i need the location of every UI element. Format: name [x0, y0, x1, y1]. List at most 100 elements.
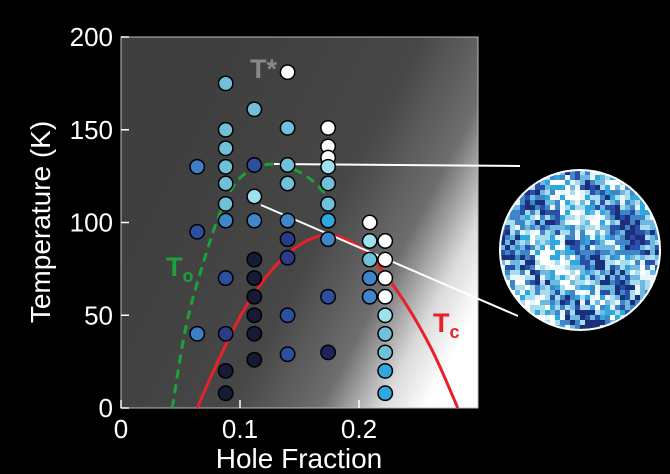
inset-pixel	[515, 215, 520, 220]
y-tick-label: 150	[70, 115, 113, 145]
inset-pixel	[620, 275, 625, 280]
inset-pixel	[510, 210, 515, 215]
inset-pixel	[540, 305, 545, 310]
inset-pixel	[615, 185, 620, 190]
inset-pixel	[560, 195, 565, 200]
inset-pixel	[615, 245, 620, 250]
inset-pixel	[550, 175, 555, 180]
inset-pixel	[540, 170, 545, 175]
inset-pixel	[570, 260, 575, 265]
inset-pixel	[640, 190, 645, 195]
inset-pixel	[545, 180, 550, 185]
inset-pixel	[550, 220, 555, 225]
inset-pixel	[635, 265, 640, 270]
inset-pixel	[655, 200, 660, 205]
inset-pixel	[620, 240, 625, 245]
data-point	[217, 158, 234, 175]
inset-pixel	[560, 280, 565, 285]
inset-pixel	[530, 225, 535, 230]
inset-pixel	[625, 295, 630, 300]
data-point	[377, 307, 394, 324]
inset-pixel	[645, 300, 650, 305]
inset-pixel	[585, 275, 590, 280]
inset-pixel	[610, 205, 615, 210]
inset-pixel	[520, 230, 525, 235]
inset-pixel	[635, 310, 640, 315]
inset-pixel	[545, 185, 550, 190]
inset-pixel	[585, 190, 590, 195]
inset-pixel	[575, 195, 580, 200]
inset-pixel	[575, 230, 580, 235]
inset-pixel	[510, 280, 515, 285]
x-tick-label: 0.1	[222, 414, 258, 444]
inset-pixel	[540, 255, 545, 260]
inset-pixel	[555, 290, 560, 295]
data-point	[361, 233, 378, 249]
inset-pixel	[600, 315, 605, 320]
inset-pixel	[565, 250, 570, 255]
inset-pixel	[560, 245, 565, 250]
inset-pixel	[635, 230, 640, 235]
inset-pixel	[620, 195, 625, 200]
inset-pixel	[505, 255, 510, 260]
inset-pixel	[605, 195, 610, 200]
inset-pixel	[625, 210, 630, 215]
inset-pixel	[520, 325, 525, 330]
inset-pixel	[610, 280, 615, 285]
inset-pixel	[645, 245, 650, 250]
inset-pixel	[620, 320, 625, 325]
inset-pixel	[620, 265, 625, 270]
inset-pixel	[575, 290, 580, 295]
inset-pixel	[615, 240, 620, 245]
inset-pixel	[600, 300, 605, 305]
inset-pixel	[505, 200, 510, 205]
inset-pixel	[620, 325, 625, 330]
inset-pixel	[530, 250, 535, 255]
data-point	[377, 385, 394, 402]
inset-pixel	[520, 250, 525, 255]
inset-pixel	[600, 245, 605, 250]
inset-pixel	[535, 325, 540, 330]
inset-pixel	[530, 215, 535, 220]
inset-pixel	[595, 175, 600, 180]
inset-pixel	[600, 230, 605, 235]
tstar-label: T*	[250, 54, 277, 84]
inset-pixel	[630, 180, 635, 185]
inset-pixel	[620, 300, 625, 305]
inset-pixel	[555, 240, 560, 245]
inset-pixel	[615, 285, 620, 290]
inset-pixel	[600, 275, 605, 280]
inset-pixel	[655, 300, 660, 305]
inset-pixel	[645, 250, 650, 255]
inset-pixel	[550, 300, 555, 305]
inset-pixel	[645, 280, 650, 285]
inset-pixel	[500, 240, 505, 245]
inset-pixel	[555, 205, 560, 210]
inset-pixel	[595, 280, 600, 285]
inset-pixel	[565, 240, 570, 245]
inset-pixel	[545, 225, 550, 230]
inset-pixel	[550, 250, 555, 255]
inset-pixel	[635, 235, 640, 240]
inset-pixel	[645, 190, 650, 195]
data-point	[217, 195, 234, 212]
inset-pixel	[570, 175, 575, 180]
inset-pixel	[580, 180, 585, 185]
data-point	[279, 307, 296, 324]
inset-pixel	[640, 250, 645, 255]
inset-pixel	[590, 245, 595, 250]
inset-pixel	[520, 240, 525, 245]
inset-pixel	[565, 190, 570, 195]
inset-pixel	[615, 180, 620, 185]
inset-pixel	[610, 260, 615, 265]
inset-pixel	[500, 245, 505, 250]
inset-pixel	[590, 185, 595, 190]
inset-pixel	[580, 275, 585, 280]
inset-pixel	[615, 220, 620, 225]
inset-pixel	[540, 225, 545, 230]
inset-pixel	[590, 300, 595, 305]
inset-pixel	[590, 255, 595, 260]
inset-pixel	[580, 280, 585, 285]
inset-pixel	[520, 245, 525, 250]
inset-pixel	[565, 315, 570, 320]
